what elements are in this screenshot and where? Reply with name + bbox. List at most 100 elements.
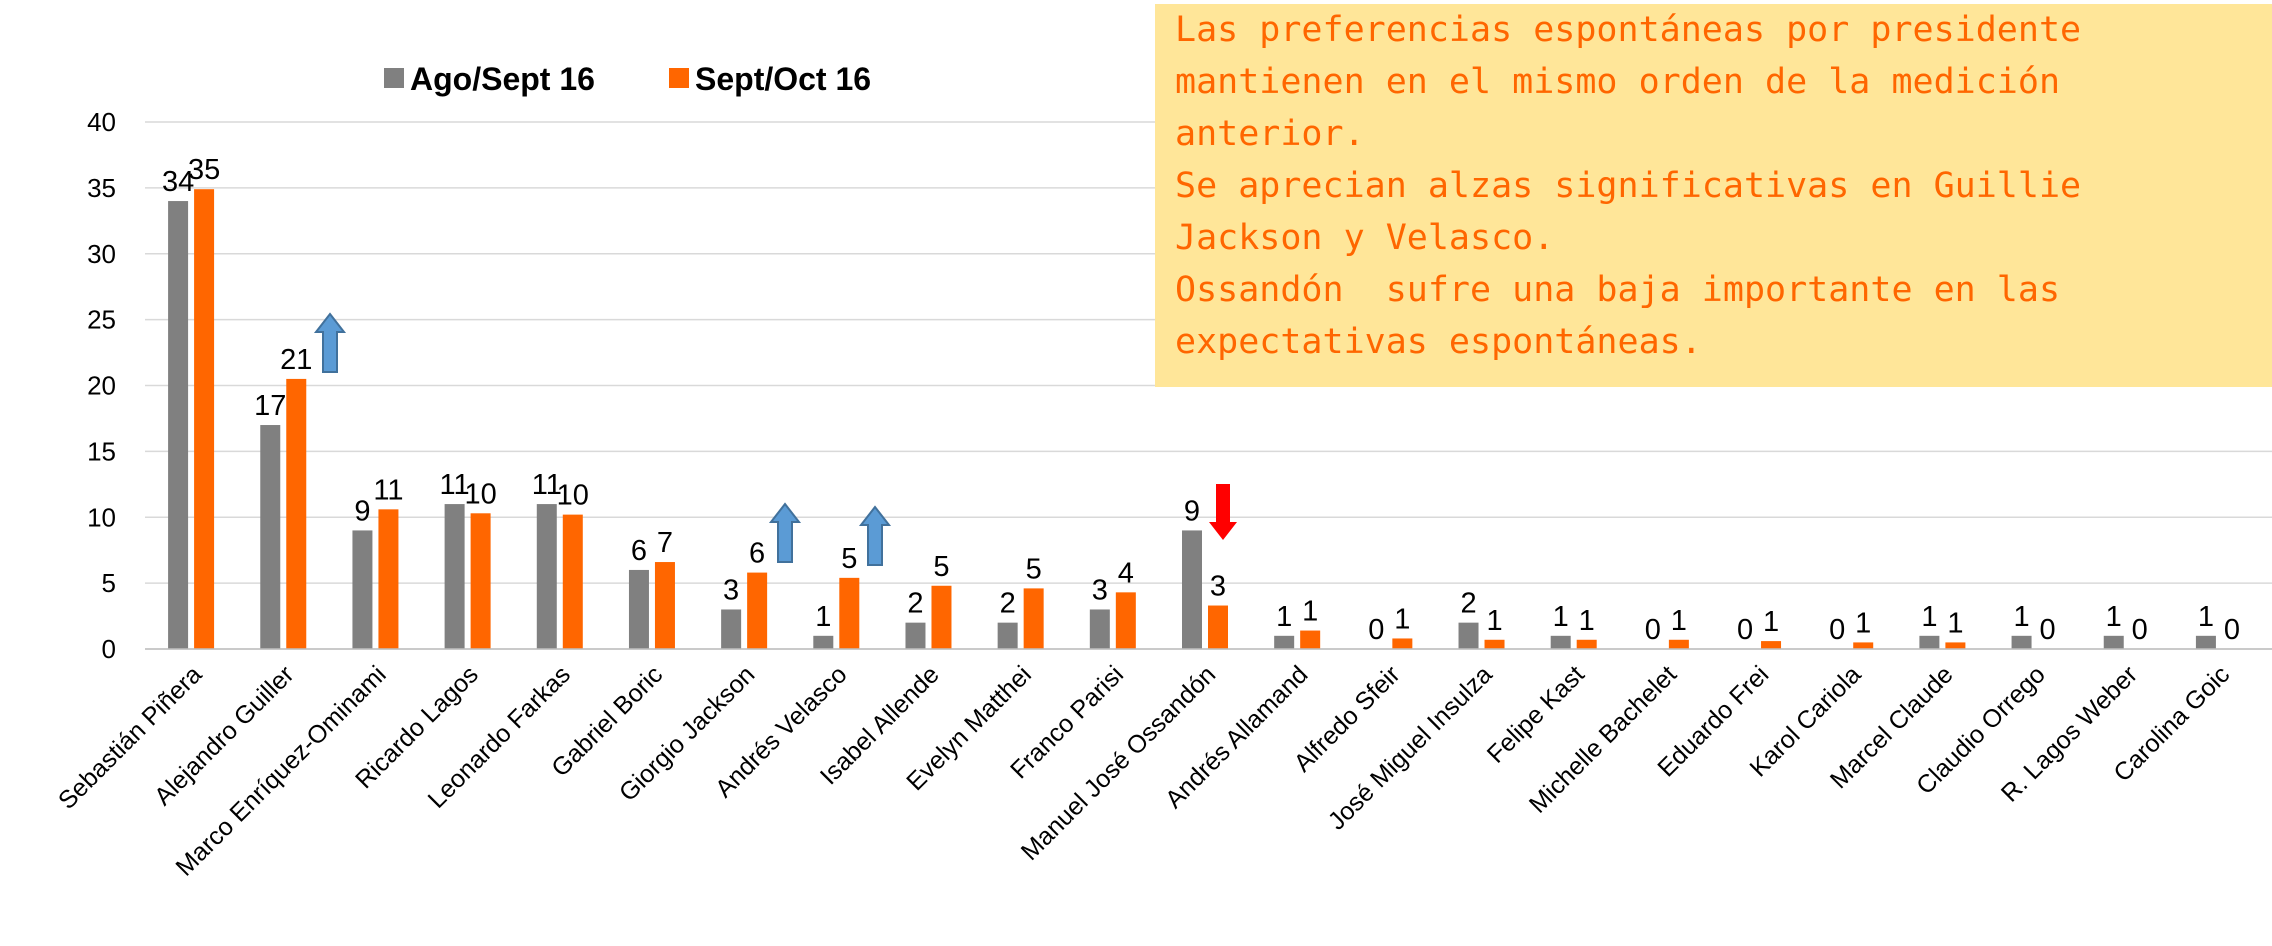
data-label: 9 (354, 495, 370, 527)
up-arrow (313, 312, 347, 373)
annotation-line: mantienen en el mismo orden de la medici… (1175, 62, 2061, 102)
data-label: 6 (749, 538, 765, 570)
y-tick-label: 35 (87, 173, 116, 203)
data-label: 11 (440, 469, 470, 501)
bar (2103, 635, 2124, 649)
data-label: 0 (2224, 614, 2240, 646)
y-tick-label: 5 (102, 568, 116, 598)
annotation-line: Las preferencias espontáneas por preside… (1175, 10, 2082, 50)
data-label: 2 (1460, 588, 1476, 620)
x-tick-label: José Miguel Insulza (1323, 660, 1498, 835)
data-label: 5 (933, 551, 949, 583)
data-label: 11 (373, 474, 403, 506)
data-label: 5 (1026, 553, 1042, 585)
data-label: 3 (723, 574, 739, 606)
annotation-line: Jackson y Velasco. (1175, 218, 1555, 258)
bar (1550, 635, 1571, 649)
bar (2011, 635, 2032, 649)
bar (536, 504, 557, 649)
y-tick-label: 30 (87, 239, 116, 269)
annotation-line: anterior. (1175, 114, 1365, 154)
arrows (313, 312, 1237, 566)
bar (1668, 639, 1689, 649)
bar (352, 530, 373, 649)
data-label: 0 (1368, 614, 1384, 646)
bar (260, 425, 281, 649)
annotation-line: Se aprecian alzas significativas en Guil… (1175, 166, 2082, 206)
data-label: 6 (631, 535, 647, 567)
bar (654, 562, 675, 649)
bar (1208, 605, 1228, 649)
y-tick-label: 20 (87, 371, 116, 401)
bar (1089, 609, 1110, 649)
legend-swatch (384, 68, 404, 88)
up-arrow (768, 502, 802, 563)
data-label: 1 (2013, 601, 2029, 633)
data-label: 2 (1000, 588, 1016, 620)
data-label: 11 (532, 469, 562, 501)
data-label: 1 (815, 601, 831, 633)
data-label: 7 (657, 527, 673, 559)
data-label: 1 (1855, 607, 1871, 639)
data-label: 1 (1394, 603, 1410, 635)
bar (1853, 642, 1874, 649)
y-tick-label: 40 (87, 107, 116, 137)
bar (721, 609, 742, 649)
data-label: 3 (1210, 571, 1226, 603)
data-label: 0 (1829, 614, 1845, 646)
data-label: 1 (1947, 607, 1963, 639)
bar (1484, 639, 1505, 649)
bar (813, 635, 834, 649)
legend-label: Ago/Sept 16 (410, 61, 595, 97)
data-label: 10 (557, 480, 589, 512)
bar (628, 569, 649, 649)
bar (1392, 638, 1413, 649)
bar (1458, 622, 1479, 649)
bar (1945, 642, 1966, 649)
bar (470, 513, 491, 649)
y-tick-label: 10 (87, 502, 116, 532)
data-label: 21 (280, 344, 312, 376)
data-label: 1 (1921, 601, 1937, 633)
bar (286, 378, 307, 649)
bar (1023, 588, 1044, 649)
annotation-line: expectativas espontáneas. (1175, 322, 1702, 362)
bar (562, 514, 583, 649)
bar (931, 585, 952, 649)
data-label: 1 (1553, 601, 1569, 633)
data-label: 17 (254, 390, 286, 422)
bar (168, 201, 189, 650)
data-label: 1 (1579, 605, 1595, 637)
data-label: 1 (1276, 601, 1292, 633)
data-label: 3 (1092, 574, 1108, 606)
y-tick-label: 0 (102, 634, 116, 664)
bar (1919, 635, 1940, 649)
annotation-line: Ossandón sufre una baja importante en la… (1175, 270, 2061, 310)
legend-swatch (669, 68, 689, 88)
data-label: 1 (1486, 605, 1502, 637)
data-label: 1 (2198, 601, 2214, 633)
data-label: 10 (464, 478, 496, 510)
legend-label: Sept/Oct 16 (695, 61, 871, 97)
up-arrow (858, 505, 892, 566)
data-label: 35 (188, 154, 220, 186)
data-label: 0 (2039, 614, 2055, 646)
data-label: 2 (907, 588, 923, 620)
bar (1300, 630, 1321, 649)
bar (1115, 592, 1136, 649)
bar (2195, 635, 2216, 649)
bar (839, 577, 860, 649)
data-label: 1 (2106, 601, 2122, 633)
bar (1274, 635, 1295, 649)
bar (194, 189, 215, 649)
data-label: 5 (841, 543, 857, 575)
data-label: 0 (1645, 614, 1661, 646)
data-label: 34 (162, 166, 194, 198)
data-label: 0 (2132, 614, 2148, 646)
bar (905, 622, 926, 649)
data-label: 1 (1302, 596, 1318, 628)
bar (1182, 530, 1202, 649)
bar (1761, 641, 1782, 649)
